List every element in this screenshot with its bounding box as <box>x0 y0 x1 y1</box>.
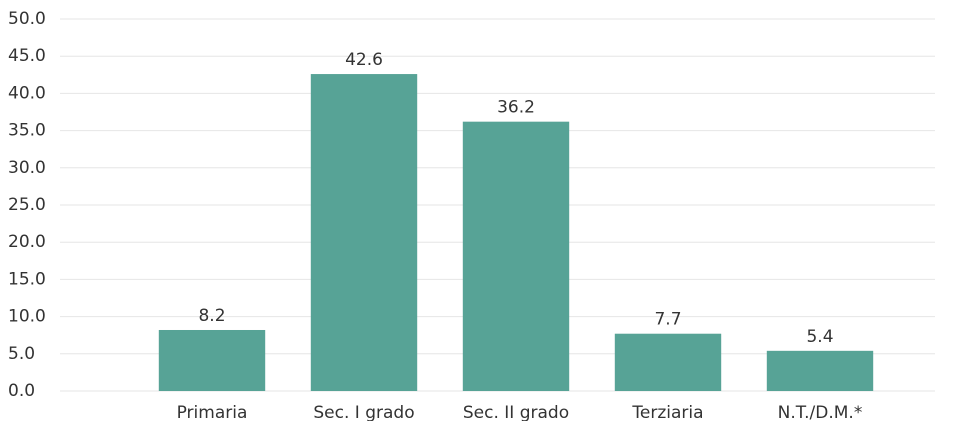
y-tick-label: 15.0 <box>8 269 46 289</box>
y-tick-label: 0.0 <box>8 381 35 401</box>
x-tick-label: Sec. II grado <box>463 403 569 421</box>
y-tick-label: 40.0 <box>8 83 46 103</box>
data-label: 7.7 <box>654 310 681 330</box>
y-tick-label: 25.0 <box>8 195 46 215</box>
bar <box>310 74 418 391</box>
y-tick-label: 20.0 <box>8 232 46 252</box>
y-tick-label: 30.0 <box>8 158 46 178</box>
data-label: 36.2 <box>497 98 535 118</box>
y-tick-label: 50.0 <box>8 9 46 29</box>
data-label: 5.4 <box>806 327 833 347</box>
data-label: 42.6 <box>345 50 383 70</box>
y-tick-label: 45.0 <box>8 46 46 66</box>
y-tick-label: 10.0 <box>8 307 46 327</box>
x-tick-label: N.T./D.M.* <box>778 403 863 421</box>
y-tick-label: 35.0 <box>8 121 46 141</box>
y-tick-label: 5.0 <box>8 344 35 364</box>
bar <box>462 121 570 391</box>
x-tick-label: Terziaria <box>631 403 703 421</box>
x-tick-label: Sec. I grado <box>313 403 414 421</box>
bar <box>766 350 874 391</box>
x-tick-label: Primaria <box>177 403 248 421</box>
data-label: 8.2 <box>198 306 225 326</box>
bar <box>614 333 722 391</box>
bar <box>158 329 266 391</box>
